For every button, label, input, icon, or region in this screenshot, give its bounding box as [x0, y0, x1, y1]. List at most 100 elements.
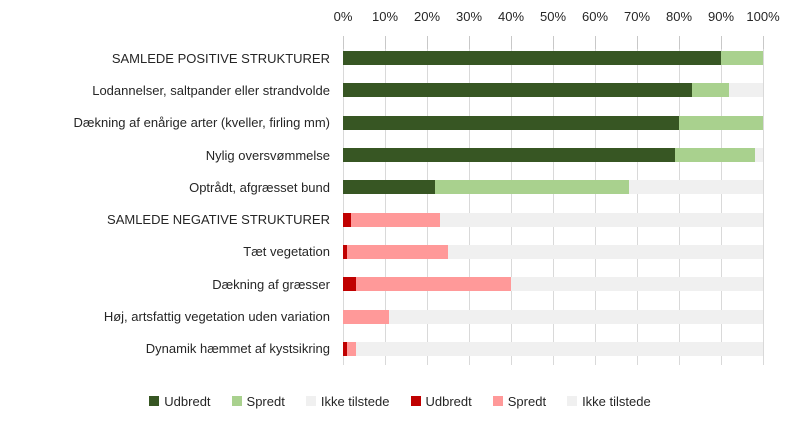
x-axis-tick-label: 10% — [371, 9, 399, 24]
bar-segment-ikke-tilstede — [754, 148, 763, 163]
x-axis-tick-label: 30% — [455, 9, 483, 24]
gridline — [511, 42, 512, 365]
bar-segment-ikke-tilstede — [389, 309, 763, 324]
bar-segment-ikke-tilstede — [447, 244, 763, 259]
category-label: Optrådt, afgræsset bund — [189, 179, 330, 195]
legend: Udbredt Spredt Ikke tilstede Udbredt Spredt I… — [0, 390, 800, 412]
bar-row — [343, 277, 763, 292]
tick-mark — [343, 36, 344, 49]
category-label: Dækning af enårige arter (kveller, firli… — [73, 115, 330, 131]
bar-segment-spredt — [351, 212, 440, 227]
x-axis-tick-label: 0% — [333, 9, 353, 24]
x-axis-tick-label: 80% — [665, 9, 693, 24]
gridline — [637, 42, 638, 365]
bar-segment-udbredt — [343, 180, 436, 195]
tick-mark — [679, 36, 680, 49]
x-axis-tick-label: 60% — [581, 9, 609, 24]
legend-color-swatch — [231, 396, 242, 406]
legend-color-swatch — [305, 396, 316, 406]
x-axis-tick-label: 20% — [413, 9, 441, 24]
bar-segment-spredt — [435, 180, 629, 195]
tick-mark — [721, 36, 722, 49]
bar-segment-udbredt — [343, 277, 356, 292]
x-axis-tick-label: 50% — [539, 9, 567, 24]
bar-segment-spredt — [674, 148, 755, 163]
legend-item: Udbredt — [410, 393, 472, 409]
tick-mark — [553, 36, 554, 49]
bar-segment-spredt — [343, 309, 390, 324]
legend-color-swatch — [492, 396, 503, 406]
bar-segment-spredt — [721, 51, 763, 66]
category-label: Lodannelser, saltpander eller strandvold… — [92, 82, 330, 98]
category-label: SAMLEDE NEGATIVE STRUKTURER — [107, 212, 330, 228]
legend-label: Ikke tilstede — [320, 393, 390, 409]
bar-segment-udbredt — [343, 115, 679, 130]
gridline — [595, 42, 596, 365]
category-label: SAMLEDE POSITIVE STRUKTURER — [111, 50, 330, 66]
legend-label: Udbredt — [425, 393, 472, 409]
category-label: Tæt vegetation — [243, 244, 330, 260]
bar-row — [343, 341, 763, 356]
bar-row — [343, 148, 763, 163]
tick-mark — [595, 36, 596, 49]
bar-segment-udbredt — [343, 148, 675, 163]
gridline — [679, 42, 680, 365]
tick-mark — [469, 36, 470, 49]
legend-label: Udbredt — [164, 393, 211, 409]
gridline — [343, 42, 344, 365]
bar-row — [343, 309, 763, 324]
x-axis-tick-label: 40% — [497, 9, 525, 24]
bar-row — [343, 180, 763, 195]
bar-segment-spredt — [679, 115, 763, 130]
legend-color-swatch — [149, 396, 160, 406]
category-label: Dynamik hæmmet af kystsikring — [145, 341, 330, 357]
bar-row — [343, 51, 763, 66]
tick-mark — [511, 36, 512, 49]
gridline — [721, 42, 722, 365]
bar-segment-udbredt — [343, 212, 352, 227]
tick-mark — [385, 36, 386, 49]
legend-label: Spredt — [507, 393, 547, 409]
bar-segment-spredt — [355, 277, 511, 292]
category-label: Dækning af græsser — [212, 276, 330, 292]
legend-label: Spredt — [246, 393, 285, 409]
gridline — [385, 42, 386, 365]
bar-row — [343, 115, 763, 130]
legend-item: Spredt — [492, 393, 547, 409]
bar-segment-ikke-tilstede — [355, 341, 763, 356]
bar-row — [343, 83, 763, 98]
legend-color-swatch — [410, 396, 421, 406]
x-axis-tick-label: 100% — [746, 9, 780, 24]
tick-mark — [427, 36, 428, 49]
bar-row — [343, 212, 763, 227]
x-axis-tick-label: 90% — [707, 9, 735, 24]
bar-segment-udbredt — [343, 341, 348, 356]
legend-item: Ikke tilstede — [567, 394, 651, 409]
x-axis: 0% 10% 20% 30% 40% 50% 60% 70% 80% 90% 100% — [334, 8, 780, 26]
bar-segment-spredt — [691, 83, 730, 98]
gridline — [469, 42, 470, 365]
tick-mark — [637, 36, 638, 49]
bar-segment-udbredt — [343, 244, 348, 259]
bar-segment-spredt — [347, 341, 356, 356]
gridline — [553, 42, 554, 365]
bar-segment-udbredt — [343, 83, 692, 98]
legend-color-swatch — [567, 396, 578, 406]
category-label: Nylig oversvømmelse — [205, 147, 330, 163]
bar-row — [343, 244, 763, 259]
bar-segment-udbredt — [343, 51, 721, 66]
category-label: Høj, artsfattig vegetation uden variatio… — [103, 309, 330, 325]
legend-item: Udbredt — [149, 393, 211, 409]
bar-segment-ikke-tilstede — [729, 83, 763, 98]
category-labels: SAMLEDE POSITIVE STRUKTURER Lodannelser, … — [0, 42, 336, 365]
bar-segment-spredt — [347, 244, 448, 259]
bar-segment-ikke-tilstede — [439, 212, 763, 227]
legend-item: Spredt — [231, 393, 285, 409]
legend-label: Ikke tilstede — [582, 393, 651, 409]
bar-segment-ikke-tilstede — [628, 180, 763, 195]
bar-segment-ikke-tilstede — [510, 277, 763, 292]
x-axis-tick-label: 70% — [623, 9, 651, 24]
plot-area — [343, 36, 764, 365]
tick-mark — [763, 36, 764, 49]
